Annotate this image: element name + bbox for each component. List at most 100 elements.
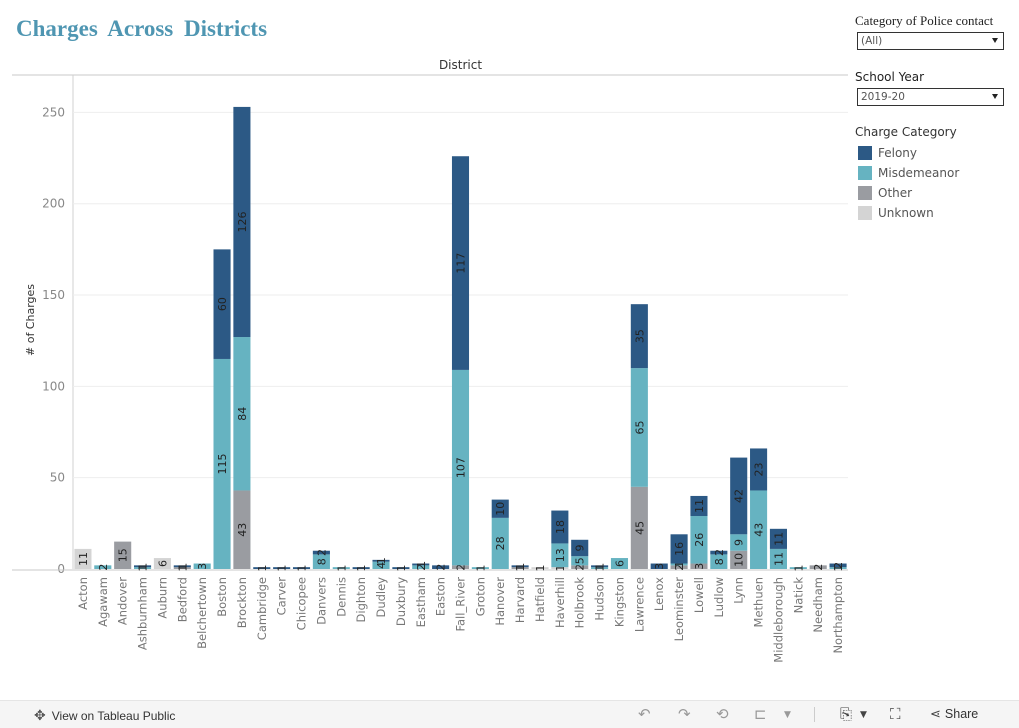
legend-label: Felony (878, 146, 918, 160)
x-tick-label: Lawrence (632, 577, 646, 632)
y-tick-label: 250 (42, 105, 65, 119)
data-label: 8 (315, 558, 328, 565)
x-tick-label: Cambridge (255, 577, 269, 640)
police-contact-dropdown[interactable]: (All) (857, 32, 1004, 50)
refresh-icon[interactable]: ⊏ (754, 705, 767, 723)
data-label: 10 (733, 553, 746, 567)
x-tick-label: Chicopee (295, 577, 309, 630)
data-label: 126 (236, 211, 249, 232)
data-label: 1 (534, 565, 547, 572)
bar-segment-felony (491, 499, 509, 518)
dashboard-title: Charges Across Districts (16, 16, 268, 41)
redo-icon[interactable]: ↷ (678, 705, 691, 723)
download-icon[interactable]: ⎘ (840, 705, 853, 723)
bar-segment-misdemeanor (829, 567, 847, 569)
y-tick-label: 200 (42, 197, 65, 211)
x-tick-label: Duxbury (394, 577, 408, 626)
bar-segment-felony (650, 563, 668, 569)
fullscreen-icon[interactable]: ⛶ (890, 705, 901, 723)
legend-item-misdemeanor[interactable]: Misdemeanor (858, 165, 959, 181)
x-tick-label: Eastham (414, 577, 428, 627)
bar-segment-other (511, 567, 529, 569)
revert-icon[interactable]: ⟲ (716, 705, 729, 723)
bar-segment-misdemeanor (789, 567, 807, 569)
data-label: 1 (554, 565, 567, 572)
data-label: 1 (296, 565, 309, 572)
data-label: 107 (455, 457, 468, 478)
data-label: 9 (574, 544, 587, 551)
data-label: 1 (395, 565, 408, 572)
bar-segment-misdemeanor (690, 516, 708, 564)
bar-segment-felony (372, 559, 390, 562)
data-label: 2 (574, 564, 587, 571)
x-tick-label: Auburn (155, 577, 169, 619)
bar-segment-misdemeanor (193, 563, 211, 569)
x-tick-label: Methuen (752, 577, 766, 627)
share-icon: ⋖ (930, 706, 941, 721)
x-tick-label: Dennis (334, 577, 348, 617)
bar-segment-felony (750, 448, 768, 491)
bar-segment-misdemeanor (491, 517, 509, 569)
x-tick-label: Lenox (652, 577, 666, 611)
legend-swatch (858, 186, 872, 200)
x-tick-label: Haverhill (553, 577, 567, 628)
data-label: 1 (256, 565, 269, 572)
legend-item-felony[interactable]: Felony (858, 145, 917, 161)
legend-item-other[interactable]: Other (858, 185, 912, 201)
x-tick-label: Belchertown (195, 577, 209, 649)
data-label: 84 (236, 407, 249, 421)
bar-segment-misdemeanor (312, 554, 330, 569)
bar-segment-felony (630, 304, 648, 369)
bar-segment-felony (253, 567, 271, 569)
data-label: 13 (554, 548, 567, 562)
bar-segment-felony (551, 510, 569, 544)
data-label: 2 (812, 564, 825, 571)
legend-item-unknown[interactable]: Unknown (858, 205, 934, 221)
bar-segment-misdemeanor (630, 368, 648, 487)
data-label: 2 (435, 564, 448, 571)
x-tick-label: Needham (811, 577, 825, 633)
bar-segment-felony (273, 567, 291, 569)
x-tick-label: Brockton (235, 577, 249, 628)
bar-segment-other (670, 565, 688, 569)
refresh-dropdown-icon[interactable]: ▼ (784, 710, 791, 720)
undo-icon[interactable]: ↶ (638, 705, 651, 723)
x-tick-label: Dudley (374, 577, 388, 618)
data-label: 45 (633, 521, 646, 535)
bar-segment-misdemeanor (94, 565, 112, 569)
data-label: 2 (415, 564, 428, 571)
bar-segment-misdemeanor (551, 543, 569, 568)
share-button[interactable]: ⋖ Share (930, 706, 978, 722)
data-label: 9 (733, 539, 746, 546)
bar-segment-felony (690, 495, 708, 517)
bar-segment-unknown (531, 567, 549, 569)
column-header-title: District (439, 58, 482, 72)
data-label: 1 (673, 561, 686, 568)
y-axis-label: # of Charges (24, 284, 37, 356)
bar-segment-felony (233, 106, 251, 338)
data-label: 60 (216, 297, 229, 311)
x-tick-label: Dighton (354, 577, 368, 622)
school-year-dropdown[interactable]: 2019-20 (857, 88, 1004, 106)
download-dropdown-icon[interactable]: ▼ (860, 710, 867, 720)
bar-segment-felony (134, 565, 152, 568)
data-label: 2 (455, 564, 468, 571)
x-tick-label: Leominster (672, 577, 686, 642)
bar-segment-felony (312, 550, 330, 555)
x-tick-label: Lowell (692, 577, 706, 613)
x-tick-label: Middleborough (771, 577, 785, 663)
y-tick-label: 0 (57, 562, 65, 576)
data-label: 3 (693, 563, 706, 570)
bar-segment-misdemeanor (134, 567, 152, 569)
x-tick-label: Fall_River (454, 577, 468, 632)
x-tick-label: Kingston (612, 577, 626, 627)
bar-segment-misdemeanor (372, 561, 390, 569)
data-label: 1 (474, 565, 487, 572)
view-on-tableau-link[interactable]: ✥ View on Tableau Public (34, 707, 175, 724)
data-label: 1 (375, 557, 388, 564)
data-label: 1 (594, 565, 607, 572)
bar-segment-felony (829, 563, 847, 568)
x-tick-label: Hudson (593, 577, 607, 621)
legend-label: Misdemeanor (878, 166, 960, 180)
data-label: 1 (176, 565, 189, 572)
